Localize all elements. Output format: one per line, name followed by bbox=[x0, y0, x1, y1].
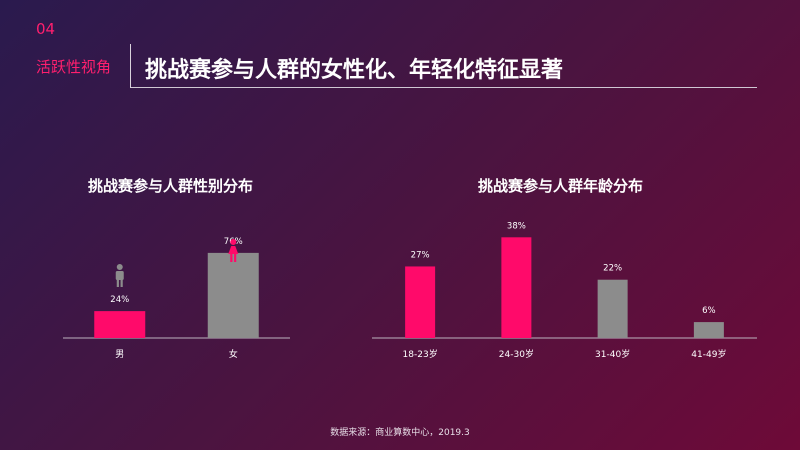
bar-2 bbox=[501, 237, 532, 338]
bar-2 bbox=[207, 252, 259, 338]
category-label-2: 女 bbox=[229, 348, 238, 360]
data-label-1: 24% bbox=[110, 295, 129, 305]
category-label-4: 41-49岁 bbox=[691, 348, 726, 360]
section-label: 活跃性视角 bbox=[36, 58, 112, 76]
title-underline bbox=[131, 87, 757, 88]
data-label-1: 27% bbox=[411, 250, 430, 260]
section-number: 04 bbox=[36, 20, 56, 38]
category-label-2: 24-30岁 bbox=[499, 348, 534, 360]
category-label-1: 男 bbox=[115, 349, 124, 360]
data-label-2: 38% bbox=[507, 221, 526, 231]
gender-distribution-chart: 24%男76%女 bbox=[63, 237, 290, 360]
bar-1 bbox=[405, 266, 436, 338]
bar-4 bbox=[693, 322, 724, 338]
age-chart-title: 挑战赛参与人群年龄分布 bbox=[478, 177, 644, 195]
bar-1 bbox=[94, 311, 146, 338]
page-title: 挑战赛参与人群的女性化、年轻化特征显著 bbox=[145, 58, 564, 83]
gender-chart-title: 挑战赛参与人群性别分布 bbox=[88, 177, 254, 195]
data-label-4: 6% bbox=[702, 306, 716, 316]
male-person-icon bbox=[115, 264, 124, 287]
female-person-icon bbox=[228, 239, 239, 262]
data-source-note: 数据来源：商业算数中心，2019.3 bbox=[330, 428, 470, 438]
category-label-3: 31-40岁 bbox=[595, 348, 630, 360]
category-label-1: 18-23岁 bbox=[403, 348, 438, 360]
data-label-3: 22% bbox=[603, 264, 622, 274]
age-distribution-chart: 27% 18-23岁 38% 24-30岁 22% 31-40岁 6% 41-49岁 bbox=[372, 221, 757, 360]
bar-3 bbox=[597, 279, 628, 338]
title-divider bbox=[130, 44, 131, 88]
